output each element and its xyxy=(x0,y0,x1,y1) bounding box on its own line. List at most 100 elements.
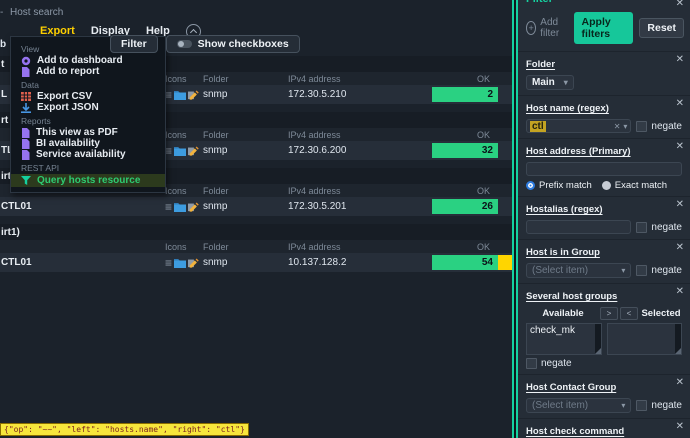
ip-cell: 172.30.5.201 xyxy=(288,201,432,212)
menu-item-service-availability[interactable]: Service availability xyxy=(11,149,165,160)
action-menu-icon[interactable]: ≡ xyxy=(165,201,172,213)
table-header-row: Icons Folder IPv4 address OK xyxy=(0,240,514,253)
resize-handle[interactable] xyxy=(675,348,681,354)
ip-cell: 172.30.6.200 xyxy=(288,145,432,156)
remove-filter-icon[interactable]: ✕ xyxy=(676,141,684,152)
host-group-title: t xyxy=(1,59,4,70)
host-row[interactable]: CTL01 ≡ snmp 172.30.5.201 26 xyxy=(0,197,514,216)
remove-filter-icon[interactable]: ✕ xyxy=(676,421,684,432)
breadcrumb-fragment: - xyxy=(0,7,10,18)
dropdown-arrow-icon[interactable]: ▾ xyxy=(623,122,627,131)
folder-cell: snmp xyxy=(203,89,288,100)
dropdown-arrow-icon: ▾ xyxy=(621,266,625,275)
ok-count-badge[interactable]: 2 xyxy=(432,87,498,102)
folder-icon[interactable] xyxy=(174,202,186,212)
edit-host-icon[interactable] xyxy=(188,257,199,268)
remove-filter-icon[interactable]: ✕ xyxy=(676,286,684,297)
clear-input-icon[interactable]: ✕ xyxy=(614,122,621,131)
host-address-input[interactable] xyxy=(526,162,682,176)
filter-actions: + Add filter Apply filters Reset xyxy=(518,9,690,51)
breadcrumb: - Host search xyxy=(0,0,514,20)
action-menu-icon[interactable]: ≡ xyxy=(165,145,172,157)
filter-section-host-check-command: Host check command ✕ (Select item) ▾ xyxy=(518,418,690,438)
negate-checkbox[interactable] xyxy=(636,121,647,132)
move-right-button[interactable]: > xyxy=(600,307,618,320)
move-left-button[interactable]: < xyxy=(620,307,638,320)
ok-count-badge[interactable]: 32 xyxy=(432,143,498,158)
dropdown-arrow-icon: ▾ xyxy=(564,78,568,87)
folder-icon[interactable] xyxy=(174,90,186,100)
menu-item-export-json[interactable]: Export JSON xyxy=(11,102,165,113)
folder-icon[interactable] xyxy=(174,258,186,268)
negate-option[interactable]: negate xyxy=(636,222,682,233)
host-name-link[interactable]: CTL01 xyxy=(0,201,165,212)
host-name-link[interactable]: CTL01 xyxy=(0,257,165,268)
available-listbox[interactable]: check_mk xyxy=(526,323,602,355)
menu-section-rest-api: REST API xyxy=(11,160,165,174)
menu-item-export-csv[interactable]: Export CSV xyxy=(11,91,165,102)
radio-unselected[interactable] xyxy=(602,181,611,190)
ip-cell: 10.137.128.2 xyxy=(288,257,432,268)
menu-item-bi-availability[interactable]: BI availability xyxy=(11,138,165,149)
view-toolbar: Filter Show checkboxes xyxy=(110,35,300,53)
host-row[interactable]: CTL01 ≡ snmp 10.137.128.2 54 xyxy=(0,253,514,272)
filter-section-host-contact-group: Host Contact Group ✕ (Select item) ▾ neg… xyxy=(518,374,690,418)
prefix-match-option[interactable]: Prefix match xyxy=(526,180,592,191)
menu-item-query-hosts-resource[interactable]: Query hosts resource xyxy=(11,174,165,187)
menu-item-view-as-pdf[interactable]: This view as PDF xyxy=(11,127,165,138)
filter-button[interactable]: Filter xyxy=(110,35,158,53)
resize-handle[interactable] xyxy=(595,348,601,354)
negate-option[interactable]: negate xyxy=(526,358,572,369)
hostalias-input[interactable] xyxy=(526,220,631,234)
remove-filter-icon[interactable]: ✕ xyxy=(676,242,684,253)
add-filter-button[interactable]: + Add filter xyxy=(526,17,568,39)
reset-button[interactable]: Reset xyxy=(639,18,684,38)
negate-option[interactable]: negate xyxy=(636,400,682,411)
ok-count-badge[interactable]: 54 xyxy=(432,255,498,270)
plus-circle-icon: + xyxy=(526,21,536,35)
contact-group-select[interactable]: (Select item) ▾ xyxy=(526,398,631,413)
edit-host-icon[interactable] xyxy=(188,89,199,100)
folder-icon[interactable] xyxy=(174,146,186,156)
menu-item-add-to-report[interactable]: Add to report xyxy=(11,66,165,77)
radio-selected[interactable] xyxy=(526,181,535,190)
remove-filter-icon[interactable]: ✕ xyxy=(676,377,684,388)
remove-filter-icon[interactable]: ✕ xyxy=(676,199,684,210)
negate-checkbox[interactable] xyxy=(636,400,647,411)
report-file-icon xyxy=(21,67,30,77)
close-panel-icon[interactable]: ✕ xyxy=(676,0,684,9)
ip-cell: 172.30.5.210 xyxy=(288,89,432,100)
warn-count-badge[interactable] xyxy=(498,255,514,270)
apply-filters-button[interactable]: Apply filters xyxy=(574,12,634,44)
filter-section-host-address: Host address (Primary) ✕ Prefix match Ex… xyxy=(518,138,690,196)
negate-checkbox[interactable] xyxy=(636,265,647,276)
toggle-icon xyxy=(177,40,192,48)
host-name-input[interactable]: ctl ✕ ▾ xyxy=(526,119,631,133)
negate-checkbox[interactable] xyxy=(636,222,647,233)
dashboard-icon xyxy=(21,56,31,66)
negate-option[interactable]: negate xyxy=(636,265,682,276)
exact-match-option[interactable]: Exact match xyxy=(602,180,667,191)
host-group-select[interactable]: (Select item) ▾ xyxy=(526,263,631,278)
menu-item-add-to-dashboard[interactable]: Add to dashboard xyxy=(11,55,165,66)
action-menu-icon[interactable]: ≡ xyxy=(165,89,172,101)
dropdown-arrow-icon: ▾ xyxy=(621,401,625,410)
folder-cell: snmp xyxy=(203,145,288,156)
edit-host-icon[interactable] xyxy=(188,201,199,212)
selected-listbox[interactable] xyxy=(607,323,683,355)
show-checkboxes-button[interactable]: Show checkboxes xyxy=(166,35,300,53)
action-menu-icon[interactable]: ≡ xyxy=(165,257,172,269)
host-group-title: rt xyxy=(1,115,8,126)
folder-select[interactable]: Main ▾ xyxy=(526,75,574,90)
filter-section-hostalias: Hostalias (regex) ✕ negate xyxy=(518,196,690,239)
negate-option[interactable]: negate xyxy=(636,121,682,132)
pdf-file-icon xyxy=(21,128,30,138)
remove-filter-icon[interactable]: ✕ xyxy=(676,54,684,65)
ok-count-badge[interactable]: 26 xyxy=(432,199,498,214)
remove-filter-icon[interactable]: ✕ xyxy=(676,98,684,109)
edit-host-icon[interactable] xyxy=(188,145,199,156)
host-group-4: irt1) Icons Folder IPv4 address OK CTL01… xyxy=(0,224,514,272)
negate-checkbox[interactable] xyxy=(526,358,537,369)
list-item[interactable]: check_mk xyxy=(527,324,601,337)
folder-cell: snmp xyxy=(203,201,288,212)
